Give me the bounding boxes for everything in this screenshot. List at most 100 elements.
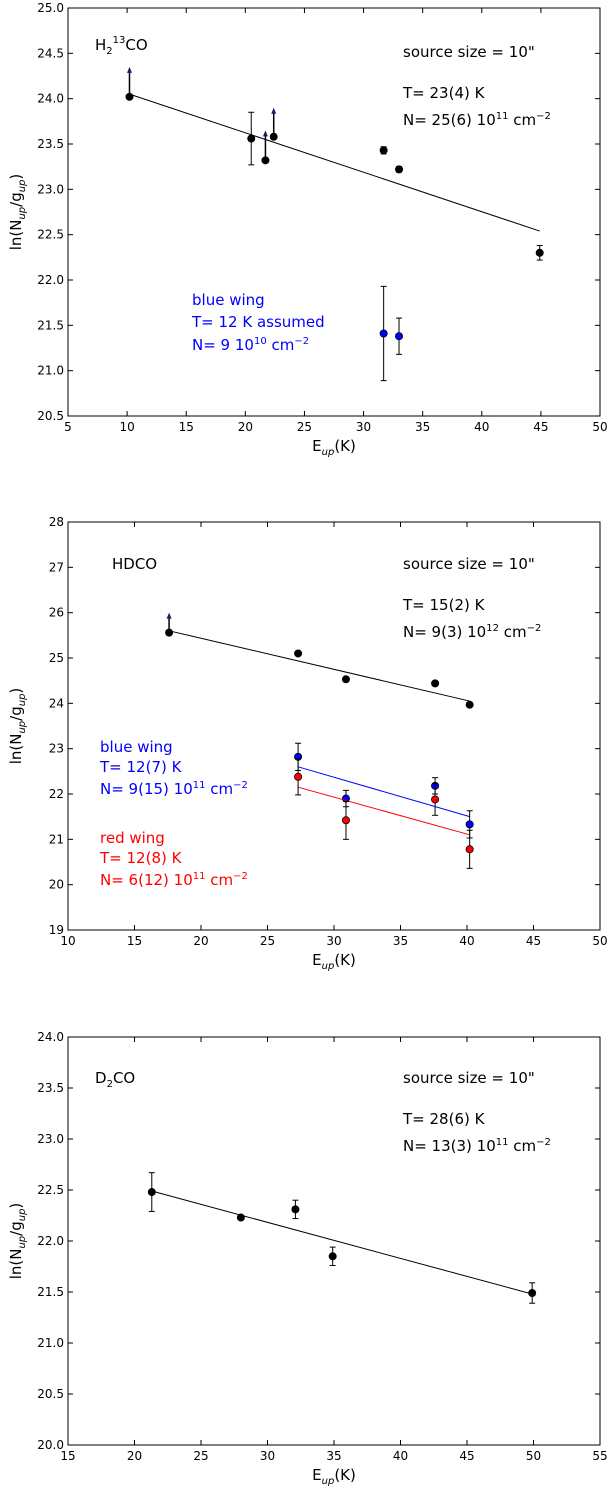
x-tick-label: 20 (193, 934, 208, 948)
y-axis-label-sub: up (17, 721, 28, 734)
x-tick-label: 45 (526, 934, 541, 948)
y-axis-label-post: ) (7, 174, 25, 180)
y-axis-label: ln(Nup/gup) (7, 688, 28, 765)
x-tick-label: 40 (459, 934, 474, 948)
wing-column-density-label-base: N= 9(15) 10 (100, 780, 193, 798)
x-tick-label: 25 (297, 420, 312, 434)
column-density-label-exp: 11 (496, 111, 509, 122)
molecule-label-post: CO (125, 36, 147, 54)
column-density-label: N= 25(6) 1011 cm−2 (403, 111, 551, 129)
y-axis-label-sub: up (17, 694, 28, 707)
wing-temperature-label: T= 12 K assumed (191, 313, 325, 331)
x-axis-label: Eup(K) (312, 437, 356, 458)
y-axis-label-pre: ln(N (7, 220, 25, 251)
x-axis-label-base: E (312, 1466, 321, 1484)
y-tick-label: 28 (49, 515, 64, 529)
x-tick-label: 35 (415, 420, 430, 434)
y-tick-label: 21.0 (37, 1336, 64, 1350)
data-point (395, 332, 404, 341)
x-tick-label: 10 (119, 420, 134, 434)
x-tick-label: 25 (193, 1449, 208, 1463)
chart-panel-3: 15 20 25 30 35 40 45 50 5520.020.521.021.522.022… (7, 1030, 608, 1487)
wing-column-density-label-exp: 11 (193, 780, 206, 791)
x-axis-label-sub: up (322, 447, 335, 458)
x-tick-label: 10 (60, 934, 75, 948)
wing-column-density-label-unit: cm (205, 780, 233, 798)
plot-frame (67, 1036, 601, 1446)
source-size-label: source size = 10" (403, 555, 535, 573)
molecule-label-base: H (95, 36, 106, 54)
molecule-label-sub: 2 (106, 46, 112, 57)
plot-frame (67, 521, 601, 931)
x-tick-label: 40 (474, 420, 489, 434)
y-tick-label: 23.0 (37, 1132, 64, 1146)
y-axis-label-sub: up (17, 1236, 28, 1249)
x-tick-label: 20 (238, 420, 253, 434)
molecule-label-sub: 2 (107, 1079, 113, 1090)
wing-column-density-label-exp: 11 (193, 871, 206, 882)
data-point (379, 329, 388, 338)
wing-temperature-label: T= 12(7) K (99, 758, 183, 776)
y-axis-label-sub: up (17, 180, 28, 193)
fit-line (129, 93, 540, 232)
chart-panel-2: 10 15 20 25 30 35 40 45 50 19 20 21 22 23 24 25 26 27 28 Eu… (7, 515, 608, 972)
wing-column-density-label-unit: cm (267, 336, 295, 354)
x-axis-label-base: E (312, 437, 321, 455)
column-density-label: N= 13(3) 1011 cm−2 (403, 1137, 551, 1155)
x-tick-label: 45 (459, 1449, 474, 1463)
molecule-label: HDCO (112, 555, 157, 573)
x-axis-label: Eup(K) (312, 951, 356, 972)
wing-temperature-label: T= 12(8) K (99, 849, 183, 867)
data-point (341, 816, 350, 825)
y-tick-label: 21 (49, 832, 64, 846)
source-size-label: source size = 10" (403, 43, 535, 61)
y-tick-label: 19 (49, 923, 64, 937)
y-tick-label: 20.5 (37, 1387, 64, 1401)
column-density-label-unit: cm (508, 111, 536, 129)
temperature-label: T= 28(6) K (402, 1110, 486, 1128)
y-tick-label: 20.5 (37, 409, 64, 423)
molecule-label-sup: 13 (113, 35, 126, 46)
y-tick-label: 21.5 (37, 1285, 64, 1299)
y-tick-label: 26 (49, 606, 64, 620)
y-tick-label: 23.5 (37, 137, 64, 151)
x-tick-label: 50 (592, 934, 607, 948)
y-axis-label: ln(Nup/gup) (7, 174, 28, 251)
molecule-label: D2CO (95, 1069, 135, 1090)
column-density-label-base: N= 25(6) 10 (403, 111, 496, 129)
data-point (147, 1188, 156, 1197)
column-density-label-unit: cm (508, 1137, 536, 1155)
column-density-label-exp: 11 (496, 1137, 509, 1148)
x-tick-label: 40 (393, 1449, 408, 1463)
x-tick-label: 15 (60, 1449, 75, 1463)
wing-column-density-label-unit-exp: −2 (233, 780, 248, 791)
x-axis-label-suffix: (K) (334, 951, 356, 969)
y-tick-label: 23 (49, 742, 64, 756)
wing-column-density-label-exp: 10 (254, 336, 267, 347)
data-point (294, 772, 303, 781)
lower-limit-arrow-head (262, 130, 268, 137)
x-axis-label-sub: up (322, 1476, 335, 1487)
x-tick-label: 15 (179, 420, 194, 434)
y-tick-label: 24.5 (37, 46, 64, 60)
y-tick-label: 21.5 (37, 318, 64, 332)
y-tick-label: 25.0 (37, 1, 64, 15)
y-tick-label: 24 (49, 696, 64, 710)
data-point (465, 845, 474, 854)
x-tick-label: 50 (592, 420, 607, 434)
y-tick-label: 22.5 (37, 228, 64, 242)
column-density-label-exp: 12 (486, 623, 499, 634)
wing-title-label: red wing (100, 829, 165, 847)
wing-column-density-label-base: N= 6(12) 10 (100, 871, 193, 889)
x-tick-label: 15 (127, 934, 142, 948)
wing-column-density-label-base: N= 9 10 (192, 336, 254, 354)
y-axis-label-mid: /g (7, 706, 25, 721)
data-point (125, 92, 134, 101)
x-tick-label: 30 (356, 420, 371, 434)
column-density-label-base: N= 13(3) 10 (403, 1137, 496, 1155)
y-axis-label-post: ) (7, 1203, 25, 1209)
wing-column-density-label: N= 9 1010 cm−2 (192, 336, 309, 354)
y-axis-label: ln(Nup/gup) (7, 1203, 28, 1280)
y-tick-label: 22.0 (37, 1234, 64, 1248)
data-point (395, 165, 404, 174)
